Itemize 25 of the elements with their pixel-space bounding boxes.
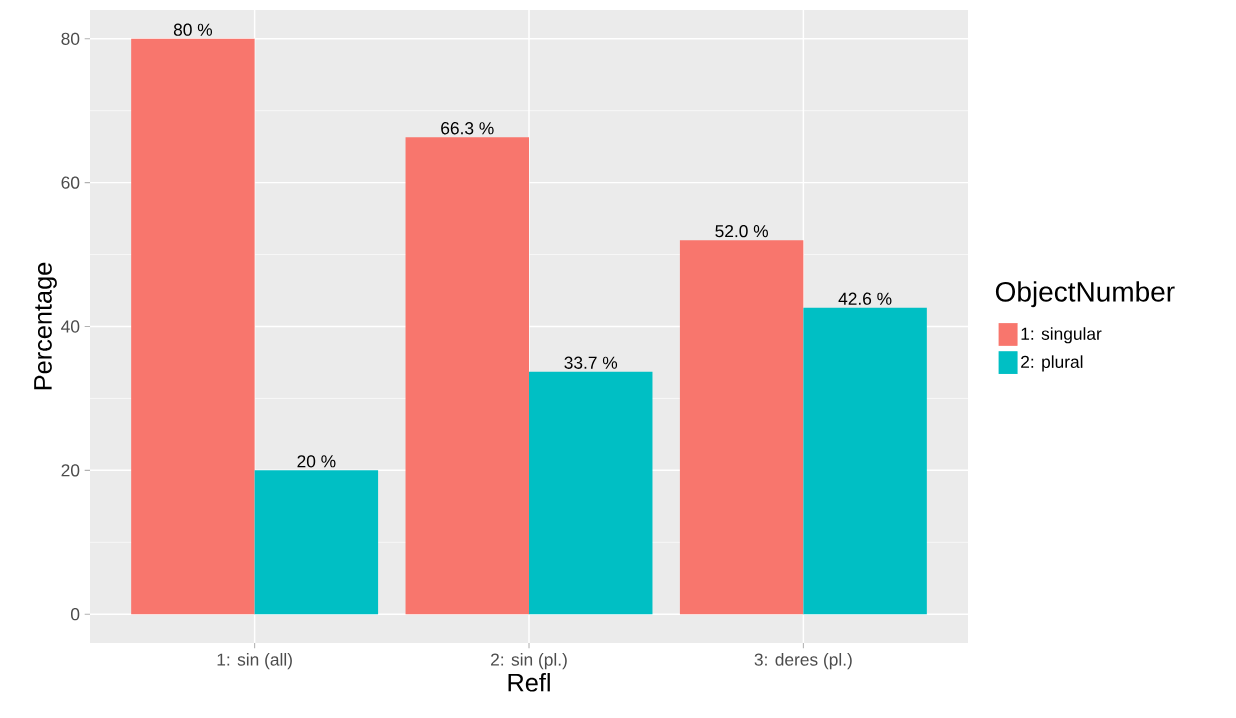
data-label: 52.0 %	[715, 224, 768, 238]
bar	[254, 470, 379, 615]
y-tick-label: 80	[61, 32, 80, 45]
data-label: 33.7 %	[564, 356, 618, 369]
x-tick-label: 3: deres (pl.)	[754, 653, 852, 670]
data-label: 42.6 %	[838, 292, 892, 305]
bar	[529, 371, 653, 615]
bar	[679, 240, 804, 615]
y-tick-label: 40	[61, 320, 80, 333]
bar	[131, 38, 255, 615]
x-axis-title: Refl	[508, 673, 550, 692]
x-tick-label: 2: sin (pl.)	[491, 653, 567, 670]
legend-label: 2: plural	[1021, 355, 1083, 372]
data-label: 20 %	[297, 455, 336, 468]
y-tick-label: 60	[61, 176, 80, 189]
y-tick-label: 0	[71, 608, 80, 621]
data-label: 80 %	[173, 23, 213, 36]
y-tick-label: 20	[61, 464, 80, 477]
legend-title: ObjectNumber	[995, 281, 1175, 308]
y-axis-title: Percentage	[34, 262, 57, 390]
legend-label: 1: singular	[1021, 327, 1102, 344]
x-tick-label: 1: sin (all)	[217, 653, 292, 670]
bar	[405, 137, 529, 615]
bar	[803, 307, 927, 615]
data-label: 66.3 %	[441, 122, 494, 135]
